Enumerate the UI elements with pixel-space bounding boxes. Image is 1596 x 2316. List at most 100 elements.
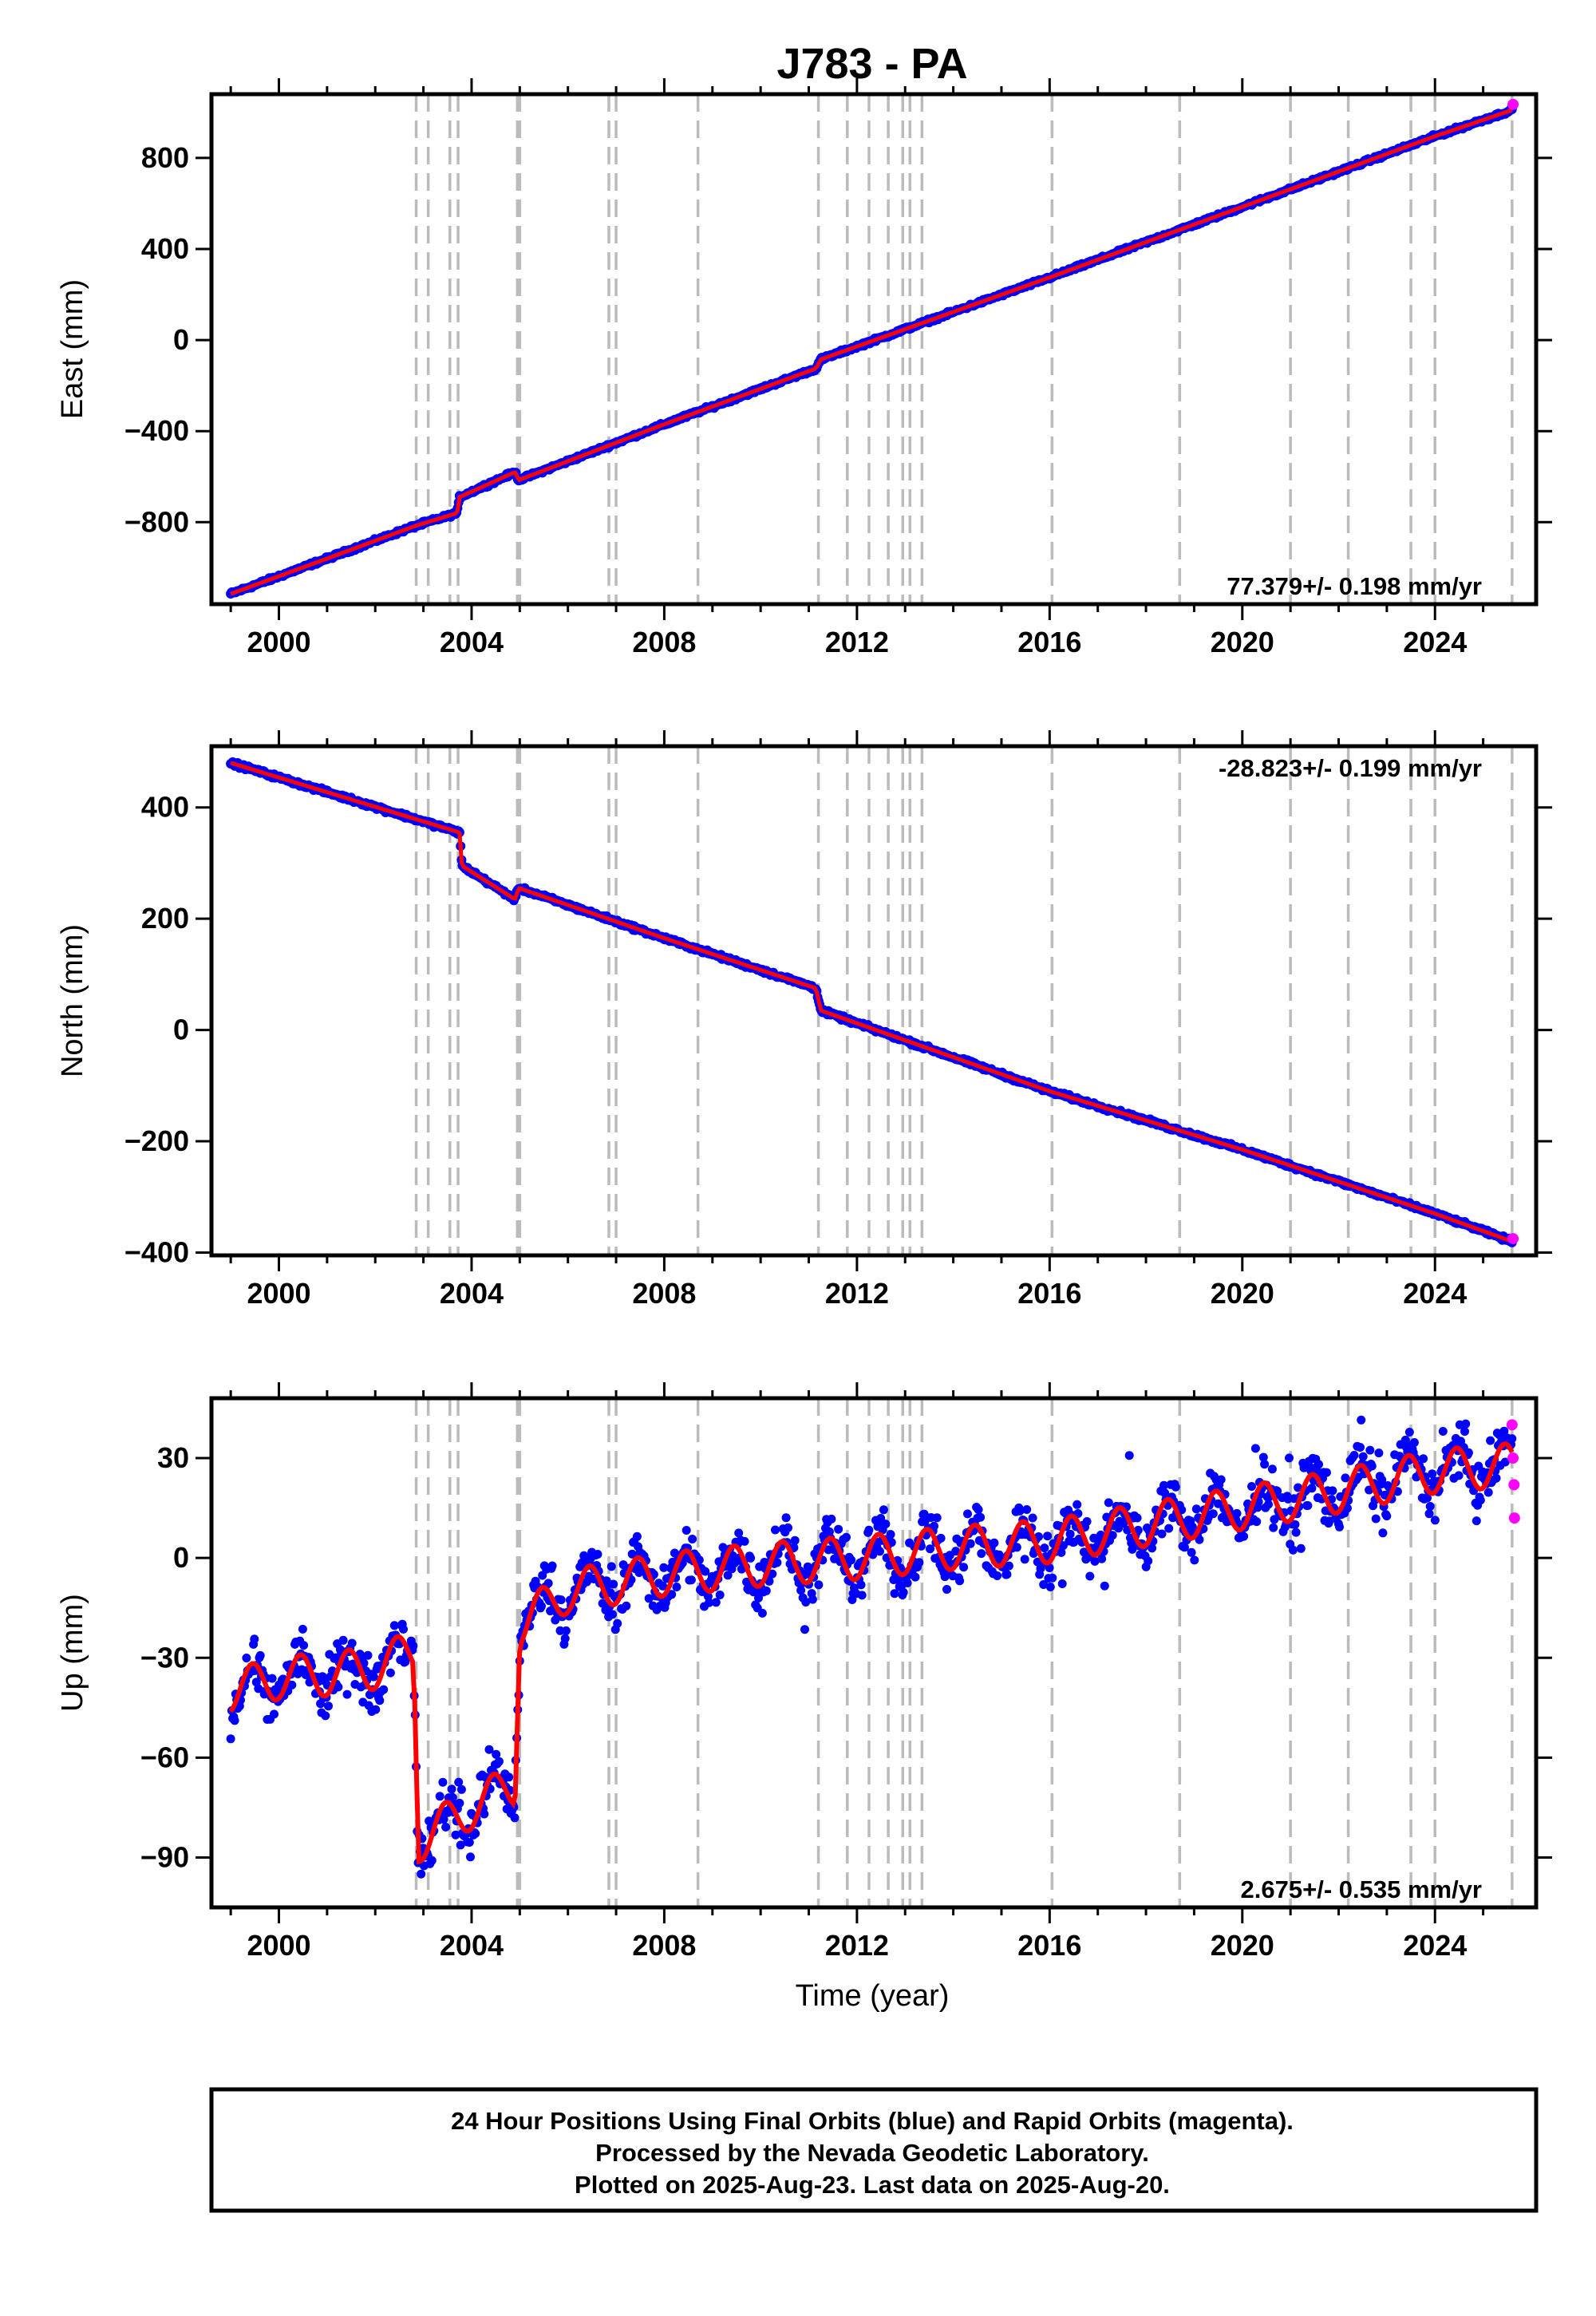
- x-tick-label: 2024: [1403, 626, 1467, 658]
- data-point: [814, 1580, 824, 1590]
- x-tick-label: 2024: [1403, 1929, 1467, 1962]
- data-point: [267, 1674, 277, 1683]
- y-tick-label: 0: [173, 1014, 189, 1046]
- y-axis-label: North (mm): [56, 924, 89, 1077]
- x-tick-label: 2008: [632, 1929, 696, 1962]
- data-point: [1057, 1547, 1066, 1557]
- rapid-point: [1507, 98, 1519, 110]
- x-tick-label: 2000: [247, 1277, 310, 1310]
- data-point: [976, 1512, 986, 1522]
- data-point: [771, 1525, 780, 1535]
- data-point: [1374, 1448, 1384, 1458]
- rate-label: 77.379+/- 0.198 mm/yr: [1227, 572, 1482, 600]
- data-point: [464, 1838, 474, 1847]
- y-tick-label: −400: [124, 414, 189, 447]
- data-point: [254, 1684, 263, 1694]
- data-point: [454, 1777, 464, 1787]
- data-point: [1043, 1531, 1053, 1541]
- data-point: [226, 1734, 235, 1744]
- data-point: [456, 1784, 466, 1794]
- data-point: [761, 1586, 771, 1595]
- data-point: [455, 1798, 464, 1808]
- data-point: [510, 1813, 519, 1823]
- model-line: [230, 108, 1513, 596]
- data-point: [955, 1576, 965, 1586]
- data-point: [827, 1514, 836, 1524]
- data-point: [1190, 1555, 1199, 1565]
- data-point: [543, 1579, 553, 1588]
- x-ticks: 2000 2004 2008 2012 2016 2020 2024: [229, 730, 1485, 1310]
- data-point: [1004, 1561, 1013, 1571]
- data-point: [1285, 1453, 1294, 1463]
- y-tick-label: −200: [124, 1124, 189, 1157]
- data-point: [363, 1650, 373, 1660]
- data-point: [672, 1583, 681, 1591]
- data-point: [1191, 1504, 1201, 1514]
- data-point: [1356, 1443, 1365, 1452]
- data-point: [1002, 1570, 1012, 1579]
- data-point: [399, 1624, 408, 1634]
- data-point: [834, 1524, 843, 1534]
- figure-title: J783 - PA: [776, 40, 967, 88]
- data-point: [1022, 1505, 1032, 1514]
- data-point: [1048, 1573, 1057, 1583]
- data-point: [875, 1547, 884, 1556]
- data-point: [1357, 1415, 1366, 1425]
- data-point: [1367, 1461, 1377, 1471]
- plot-area: [226, 104, 1517, 599]
- data-point: [842, 1532, 851, 1542]
- data-point: [801, 1598, 811, 1607]
- rapid-point: [1508, 1512, 1520, 1524]
- data-point: [447, 1784, 456, 1794]
- x-tick-label: 2020: [1211, 626, 1274, 658]
- x-tick-label: 2004: [440, 626, 504, 658]
- data-point: [242, 1654, 251, 1662]
- data-point: [1296, 1543, 1306, 1553]
- step-lines: [414, 94, 1514, 604]
- data-point: [688, 1535, 697, 1543]
- x-ticks: 2000 2004 2008 2012 2016 2020 2024: [229, 78, 1485, 658]
- x-tick-label: 2016: [1017, 626, 1081, 658]
- data-point: [754, 1593, 763, 1603]
- data-point: [715, 1591, 725, 1599]
- data-point: [879, 1505, 888, 1515]
- model-line: [230, 761, 1513, 1243]
- data-point: [1349, 1451, 1359, 1460]
- data-point: [598, 1599, 607, 1608]
- data-point: [451, 1830, 460, 1840]
- data-point: [1307, 1484, 1317, 1493]
- data-point: [1341, 1473, 1350, 1483]
- data-point: [800, 1625, 809, 1634]
- x-tick-label: 2016: [1017, 1277, 1081, 1310]
- data-point: [1040, 1543, 1049, 1553]
- data-point: [1491, 1473, 1501, 1483]
- y-ticks: −90 −60 −30 0 30: [140, 1441, 1552, 1873]
- data-point: [250, 1634, 259, 1644]
- y-tick-label: 0: [173, 323, 189, 356]
- data-point: [1216, 1475, 1226, 1484]
- data-point: [942, 1585, 951, 1594]
- data-point: [658, 1581, 668, 1591]
- data-point: [438, 1777, 448, 1787]
- data-point: [1260, 1460, 1270, 1469]
- data-point: [287, 1680, 297, 1690]
- data-point: [1128, 1544, 1137, 1554]
- data-point: [299, 1641, 309, 1650]
- data-point: [608, 1610, 617, 1619]
- data-point: [1472, 1516, 1481, 1526]
- data-point: [796, 1586, 806, 1595]
- data-point: [1328, 1486, 1337, 1496]
- y-axis-label: East (mm): [56, 279, 89, 419]
- data-point: [1208, 1509, 1218, 1519]
- plot-area: [226, 1415, 1517, 1879]
- data-point: [1499, 1426, 1509, 1436]
- data-point: [977, 1549, 986, 1559]
- data-point: [705, 1598, 714, 1607]
- data-point: [1428, 1469, 1437, 1479]
- data-point: [1144, 1556, 1153, 1566]
- data-point: [681, 1526, 691, 1535]
- x-tick-label: 2012: [825, 1929, 889, 1962]
- data-point: [667, 1590, 677, 1599]
- data-point: [1424, 1509, 1434, 1519]
- data-point: [876, 1514, 886, 1523]
